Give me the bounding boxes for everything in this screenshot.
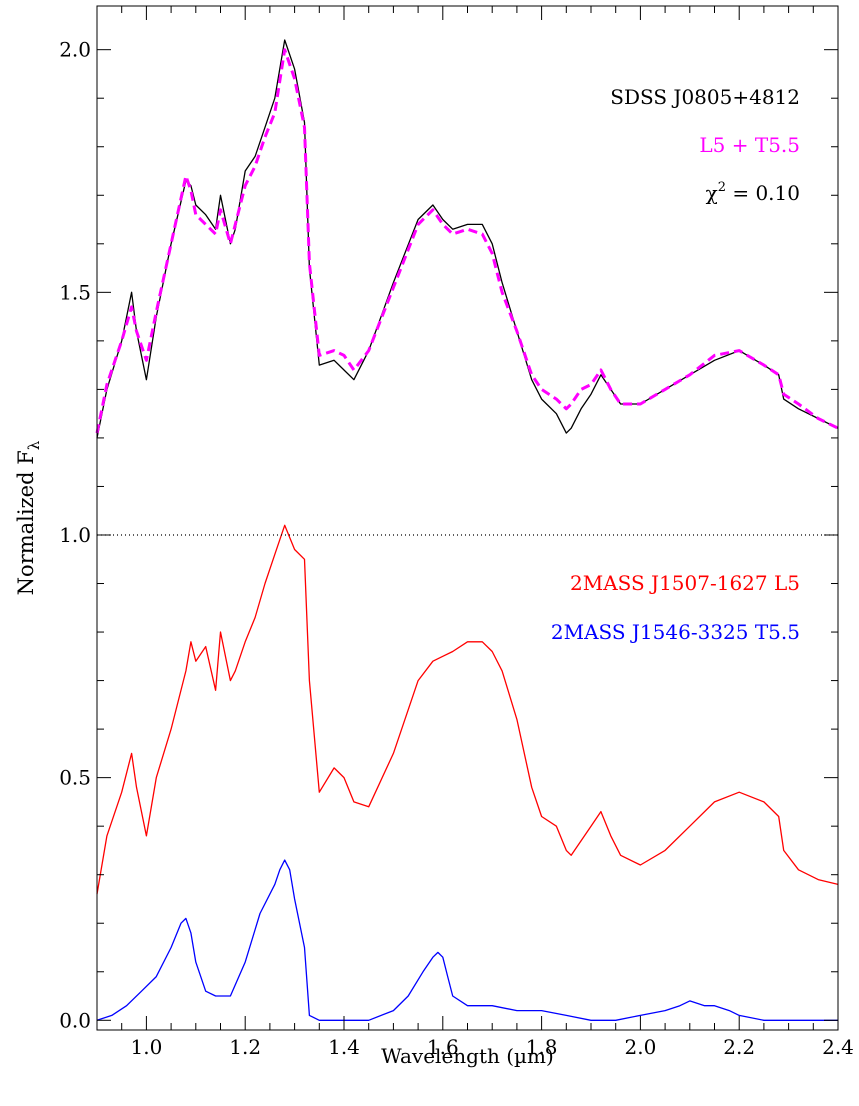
x-tick-label: 2.0 <box>624 1035 656 1059</box>
tick-label-layer: 1.0 1.2 1.4 1.6 1.8 2.0 2.2 2.4 0.0 0.5 1.0 1.5 2.0 <box>59 38 854 1059</box>
chi-value: = 0.10 <box>726 181 800 205</box>
x-tick-label: 2.4 <box>822 1035 854 1059</box>
x-tick-label: 1.4 <box>328 1035 360 1059</box>
legend-object-name: SDSS J0805+4812 <box>610 85 800 109</box>
x-axis-title: Wavelength (µm) <box>381 1044 554 1068</box>
series-layer <box>95 39 839 1021</box>
series-line-1 <box>95 48 839 434</box>
legend-model-name: L5 + T5.5 <box>699 133 800 157</box>
x-tick-label: 1.0 <box>130 1035 162 1059</box>
chi-exponent: 2 <box>718 180 726 195</box>
tick-layer <box>96 6 839 1030</box>
y-axis-title: Normalized Fλ <box>14 440 43 595</box>
series-line-3 <box>96 859 838 1021</box>
y-tick-label: 0.5 <box>59 766 91 790</box>
legend-l5-component: 2MASS J1507-1627 L5 <box>570 571 800 595</box>
legend-t55-component: 2MASS J1546-3325 T5.5 <box>551 620 800 644</box>
y-axis-title-main: Normalized F <box>14 450 38 595</box>
x-tick-label: 2.2 <box>723 1035 755 1059</box>
x-tick-label: 1.2 <box>229 1035 261 1059</box>
y-axis-title-subscript: λ <box>25 440 43 450</box>
legend-chi-squared: χ2 = 0.10 <box>706 180 800 205</box>
plot-frame <box>96 5 839 1031</box>
y-tick-label: 2.0 <box>59 38 91 62</box>
chi-symbol: χ <box>706 181 718 205</box>
y-tick-label: 0.0 <box>59 1008 91 1032</box>
y-tick-label: 1.5 <box>59 280 91 304</box>
series-line-2 <box>96 524 839 895</box>
x-tick-label: 1.6 <box>427 1035 459 1059</box>
x-tick-label: 1.8 <box>526 1035 558 1059</box>
y-tick-label: 1.0 <box>59 523 91 547</box>
